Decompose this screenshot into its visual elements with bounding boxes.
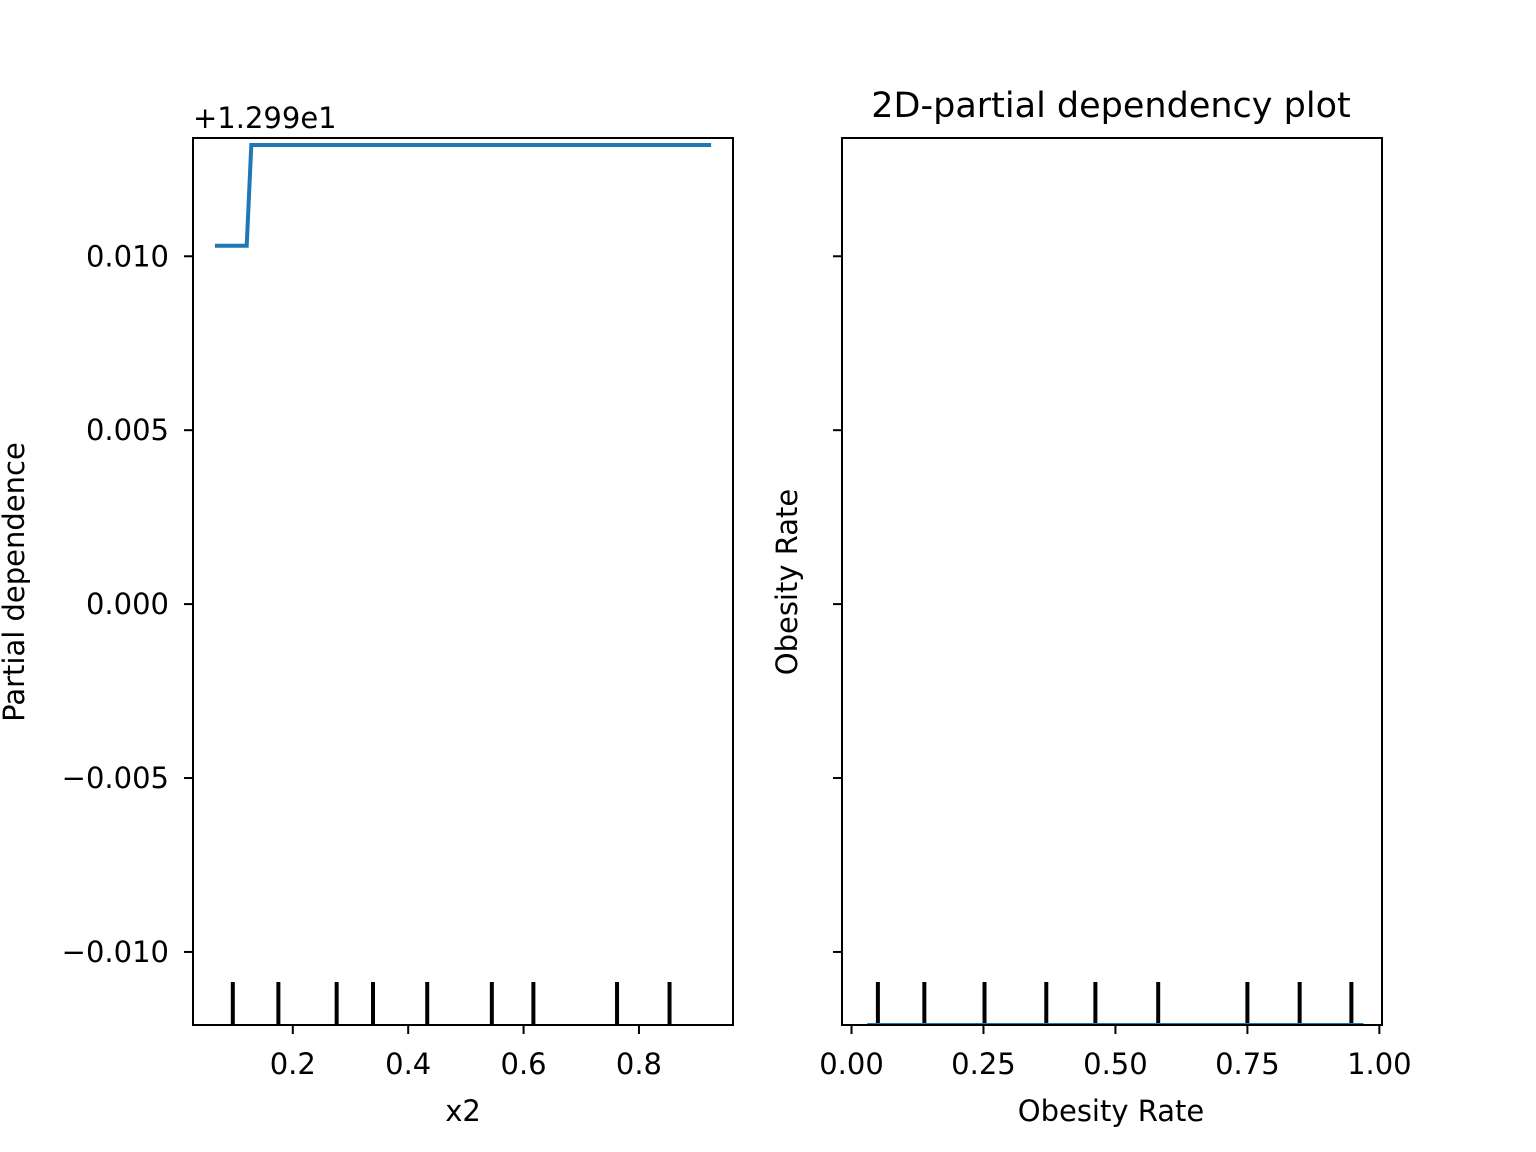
- x-axis-label: x2: [445, 1094, 481, 1128]
- x-tick-label: 0.8: [616, 1047, 662, 1081]
- left-axes-frame: [192, 137, 734, 1026]
- x-tick-label: 0.00: [819, 1047, 884, 1081]
- x-tick-label: 0.75: [1215, 1047, 1280, 1081]
- y-axis-label-right: Obesity Rate: [770, 489, 804, 676]
- right-axes-frame: [841, 137, 1383, 1026]
- x-tick-label: 1.00: [1347, 1047, 1412, 1081]
- x-tick-label: 0.4: [385, 1047, 431, 1081]
- pdp-panel-x2: +1.299e1 Partial dependence x2 0.2 0.4 0.6…: [0, 101, 734, 1128]
- y-tick-label: −0.010: [62, 935, 169, 969]
- chart-title: 2D-partial dependency plot: [871, 86, 1350, 126]
- x-tick-label: 0.50: [1083, 1047, 1148, 1081]
- y-tick-label: 0.005: [86, 413, 169, 447]
- left-rug: [230, 982, 672, 1025]
- y-tick-label: −0.005: [62, 761, 169, 795]
- x-tick-label: 0.25: [951, 1047, 1016, 1081]
- pdp-panel-obesity: 2D-partial dependency plot Obesity Rate …: [770, 86, 1412, 1128]
- right-ticks: 0.00 0.25 0.50 0.75 1.00: [819, 255, 1412, 1081]
- right-rug: [875, 982, 1354, 1025]
- y-tick-label: 0.010: [86, 239, 169, 273]
- y-axis-label: Partial dependence: [0, 442, 31, 722]
- x-tick-label: 0.2: [270, 1047, 316, 1081]
- x-tick-label: 0.6: [501, 1047, 547, 1081]
- pd-line-x2: [214, 143, 712, 248]
- y-tick-label: 0.000: [86, 587, 169, 621]
- left-ticks: 0.2 0.4 0.6 0.8 −0.010 −0.005 0.000 0.005 0.010: [62, 239, 662, 1081]
- y-offset-text: +1.299e1: [193, 101, 337, 135]
- x-axis-label-right: Obesity Rate: [1018, 1094, 1205, 1128]
